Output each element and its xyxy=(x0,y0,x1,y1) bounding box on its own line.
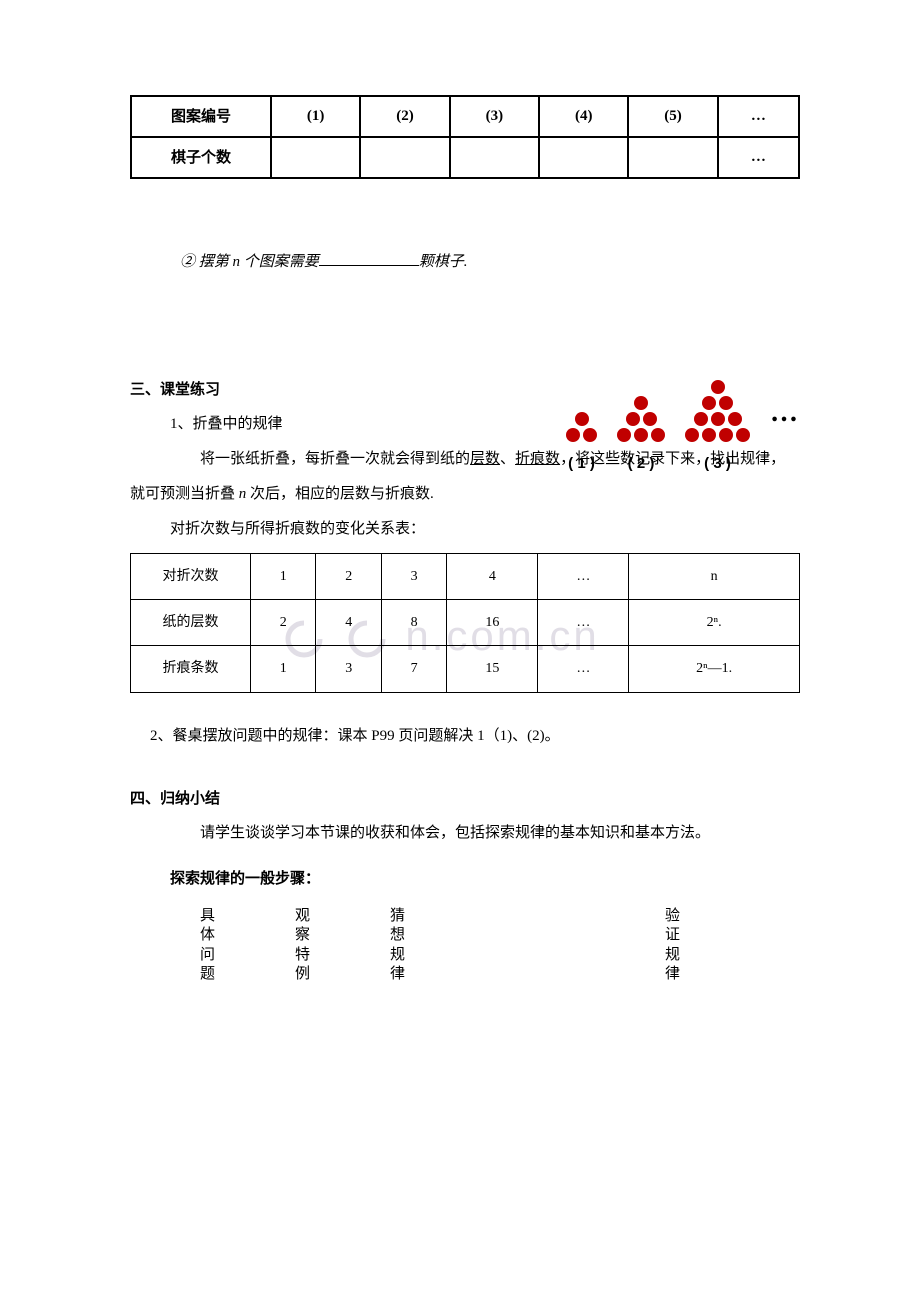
table-cell: 纸的层数 xyxy=(131,600,251,646)
q2-suffix: 颗棋子. xyxy=(419,254,468,270)
table-cell: 7 xyxy=(381,646,446,692)
triangle-1: ( 1 ) xyxy=(566,412,597,477)
table-cell: 2ⁿ. xyxy=(629,600,800,646)
table-cell xyxy=(271,137,360,178)
table-row: 对折次数 1 2 3 4 … n xyxy=(131,554,800,600)
table-cell: … xyxy=(718,96,799,137)
table-cell: … xyxy=(538,600,629,646)
fig-label-1: ( 1 ) xyxy=(568,450,595,477)
q2-mid: 个图案需要 xyxy=(240,254,319,270)
triangle-2: ( 2 ) xyxy=(617,396,665,477)
table-cell: (2) xyxy=(360,96,449,137)
step-4: 验证规律 xyxy=(665,907,680,985)
table-cell: 3 xyxy=(316,646,381,692)
item-2: 2、餐桌摆放问题中的规律：课本 P99 页问题解决 1（1)、(2)。 xyxy=(150,723,800,750)
q2-prefix: ② 摆第 xyxy=(180,254,233,270)
table-cell xyxy=(450,137,539,178)
table-cell: 2 xyxy=(251,600,316,646)
table-cell xyxy=(539,137,628,178)
table-cell: (4) xyxy=(539,96,628,137)
table-header-label: 图案编号 xyxy=(131,96,271,137)
table-cell: 15 xyxy=(447,646,538,692)
table-caption: 对折次数与所得折痕数的变化关系表： xyxy=(170,516,800,543)
table-cell: 4 xyxy=(447,554,538,600)
dot-figure: ( 1 ) ( 2 ) ( 3 ) … xyxy=(566,380,800,477)
pattern-table: 图案编号 (1) (2) (3) (4) (5) … 棋子个数 … xyxy=(130,95,800,179)
table-cell: … xyxy=(718,137,799,178)
triangle-3: ( 3 ) xyxy=(685,380,750,477)
table-row: 棋子个数 … xyxy=(131,137,799,178)
table-cell: 对折次数 xyxy=(131,554,251,600)
figure-ellipsis: … xyxy=(770,388,800,438)
fig-label-2: ( 2 ) xyxy=(628,450,655,477)
table-cell: (3) xyxy=(450,96,539,137)
table-cell: n xyxy=(629,554,800,600)
table-cell: (5) xyxy=(628,96,717,137)
step-1: 具体问题 xyxy=(200,907,215,985)
table-cell xyxy=(360,137,449,178)
fig-label-3: ( 3 ) xyxy=(704,450,731,477)
table-row: 图案编号 (1) (2) (3) (4) (5) … xyxy=(131,96,799,137)
fold-table: 对折次数 1 2 3 4 … n 纸的层数 2 4 8 16 … 2ⁿ. 折痕条… xyxy=(130,553,800,693)
table-row: 折痕条数 1 3 7 15 … 2ⁿ—1. xyxy=(131,646,800,692)
table-cell: 16 xyxy=(447,600,538,646)
fill-blank xyxy=(319,265,419,266)
steps-row: 具体问题 观察特例 猜想规律 验证规律 xyxy=(200,907,800,985)
underline-text: 层数 xyxy=(470,451,500,467)
table-cell: 3 xyxy=(381,554,446,600)
table-cell: 1 xyxy=(251,646,316,692)
table-cell: 1 xyxy=(251,554,316,600)
table-cell: 4 xyxy=(316,600,381,646)
table-cell: 8 xyxy=(381,600,446,646)
table-cell: … xyxy=(538,554,629,600)
underline-text: 折痕数 xyxy=(515,451,560,467)
item-1-paragraph-2: 就可预测当折叠 n 次后，相应的层数与折痕数. xyxy=(130,481,800,508)
table-row: 纸的层数 2 4 8 16 … 2ⁿ. xyxy=(131,600,800,646)
table-cell: 2 xyxy=(316,554,381,600)
step-3: 猜想规律 xyxy=(390,907,405,985)
section-4-subtitle: 探索规律的一般步骤： xyxy=(170,865,800,892)
section-4-p1: 请学生谈谈学习本节课的收获和体会，包括探索规律的基本知识和基本方法。 xyxy=(170,820,800,847)
table-cell: 2ⁿ—1. xyxy=(629,646,800,692)
q2-variable: n xyxy=(233,254,241,270)
table-cell: 折痕条数 xyxy=(131,646,251,692)
table-row-label: 棋子个数 xyxy=(131,137,271,178)
question-2: ② 摆第 n 个图案需要 颗棋子. xyxy=(180,249,800,276)
step-2: 观察特例 xyxy=(295,907,310,985)
table-cell: … xyxy=(538,646,629,692)
table-cell: (1) xyxy=(271,96,360,137)
section-4-title: 四、归纳小结 xyxy=(130,785,800,812)
table-cell xyxy=(628,137,717,178)
